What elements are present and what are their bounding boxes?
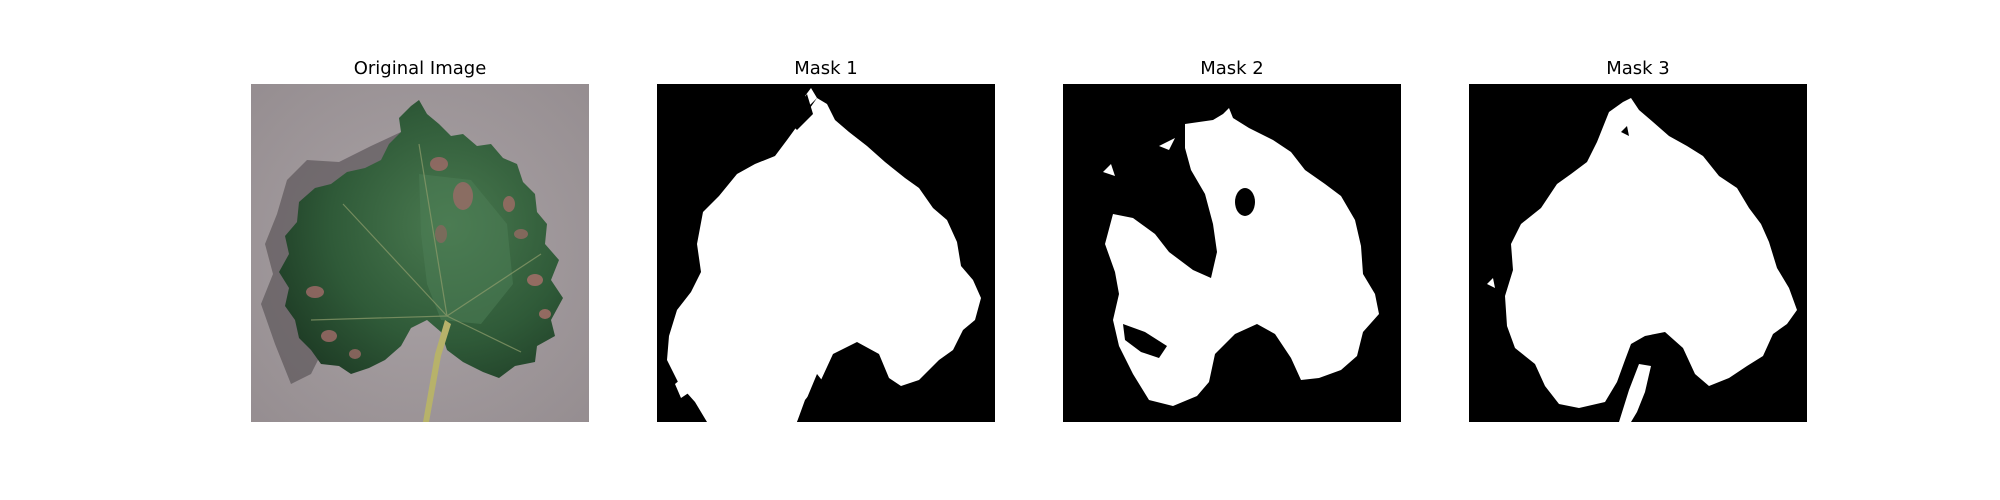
panel-mask-2: Mask 2: [1063, 56, 1401, 422]
panel-title: Original Image: [353, 58, 487, 79]
panel-title: Mask 3: [1606, 58, 1670, 79]
mask-1-image: [657, 84, 995, 422]
panel-title: Mask 2: [1200, 58, 1264, 79]
panel-mask-3: Mask 3: [1469, 56, 1807, 422]
original-leaf-photo: [251, 84, 589, 422]
mask-3-image: [1469, 84, 1807, 422]
mask-2-image: [1063, 84, 1401, 422]
panel-original-image: Original Image: [251, 56, 589, 422]
panel-mask-1: Mask 1: [657, 56, 995, 422]
panel-title: Mask 1: [794, 58, 858, 79]
